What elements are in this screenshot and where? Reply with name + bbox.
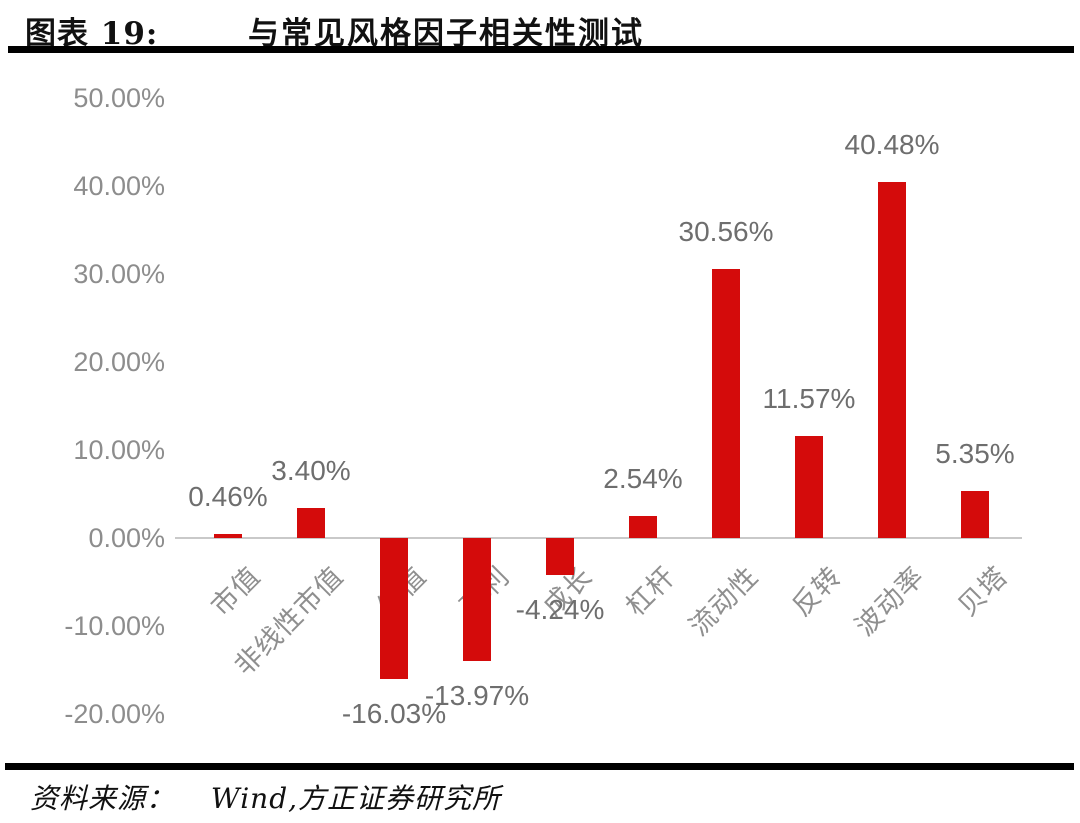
bar bbox=[546, 538, 574, 576]
x-axis-category-label: 波动率 bbox=[849, 560, 931, 642]
source-text: Wind,方正证券研究所 bbox=[210, 782, 502, 815]
y-axis-tick-label: -10.00% bbox=[64, 611, 165, 641]
source-label: 资料来源： bbox=[30, 782, 176, 815]
bottom-divider-rule bbox=[5, 763, 1074, 770]
x-axis-category-label: 市值 bbox=[205, 560, 267, 622]
bar bbox=[795, 436, 823, 538]
bar-value-label: 11.57% bbox=[762, 383, 856, 415]
x-axis-category-label: 反转 bbox=[786, 560, 848, 622]
bar bbox=[629, 515, 657, 538]
bar bbox=[297, 508, 325, 538]
y-axis-tick-label: 10.00% bbox=[73, 435, 165, 465]
bar bbox=[380, 538, 408, 680]
source-note: 资料来源： Wind,方正证券研究所 bbox=[30, 777, 501, 817]
bar-value-label: 5.35% bbox=[935, 437, 1015, 469]
bar bbox=[712, 269, 740, 538]
bar-value-label: 3.40% bbox=[271, 455, 351, 487]
bar bbox=[214, 533, 242, 538]
y-axis-tick-label: 20.00% bbox=[73, 347, 165, 377]
y-axis-tick-label: 30.00% bbox=[73, 259, 165, 289]
bar-value-label: 0.46% bbox=[188, 480, 268, 512]
bar-value-label: -4.24% bbox=[515, 594, 605, 626]
bar-value-label: 2.54% bbox=[603, 462, 683, 494]
top-divider-rule bbox=[8, 46, 1074, 53]
y-axis-tick-label: 50.00% bbox=[73, 83, 165, 113]
bar-value-label: -13.97% bbox=[424, 679, 530, 711]
y-axis-tick-label: 40.00% bbox=[73, 171, 165, 201]
bar-value-label: 30.56% bbox=[678, 216, 774, 248]
x-axis-category-label: 贝塔 bbox=[952, 560, 1014, 622]
bar bbox=[961, 490, 989, 538]
y-axis-tick-label: 0.00% bbox=[88, 523, 165, 553]
bar bbox=[463, 538, 491, 661]
bar-chart: 50.00% 40.00% 30.00% 20.00% 10.00% 0.00% -10.0… bbox=[0, 53, 1080, 763]
bar-value-label: -16.03% bbox=[341, 698, 447, 730]
x-axis-line bbox=[175, 537, 1022, 539]
y-axis-tick-label: -20.00% bbox=[64, 699, 165, 729]
x-axis-category-label: 流动性 bbox=[683, 560, 765, 642]
bar-value-label: 40.48% bbox=[844, 128, 940, 160]
bar bbox=[878, 181, 906, 538]
